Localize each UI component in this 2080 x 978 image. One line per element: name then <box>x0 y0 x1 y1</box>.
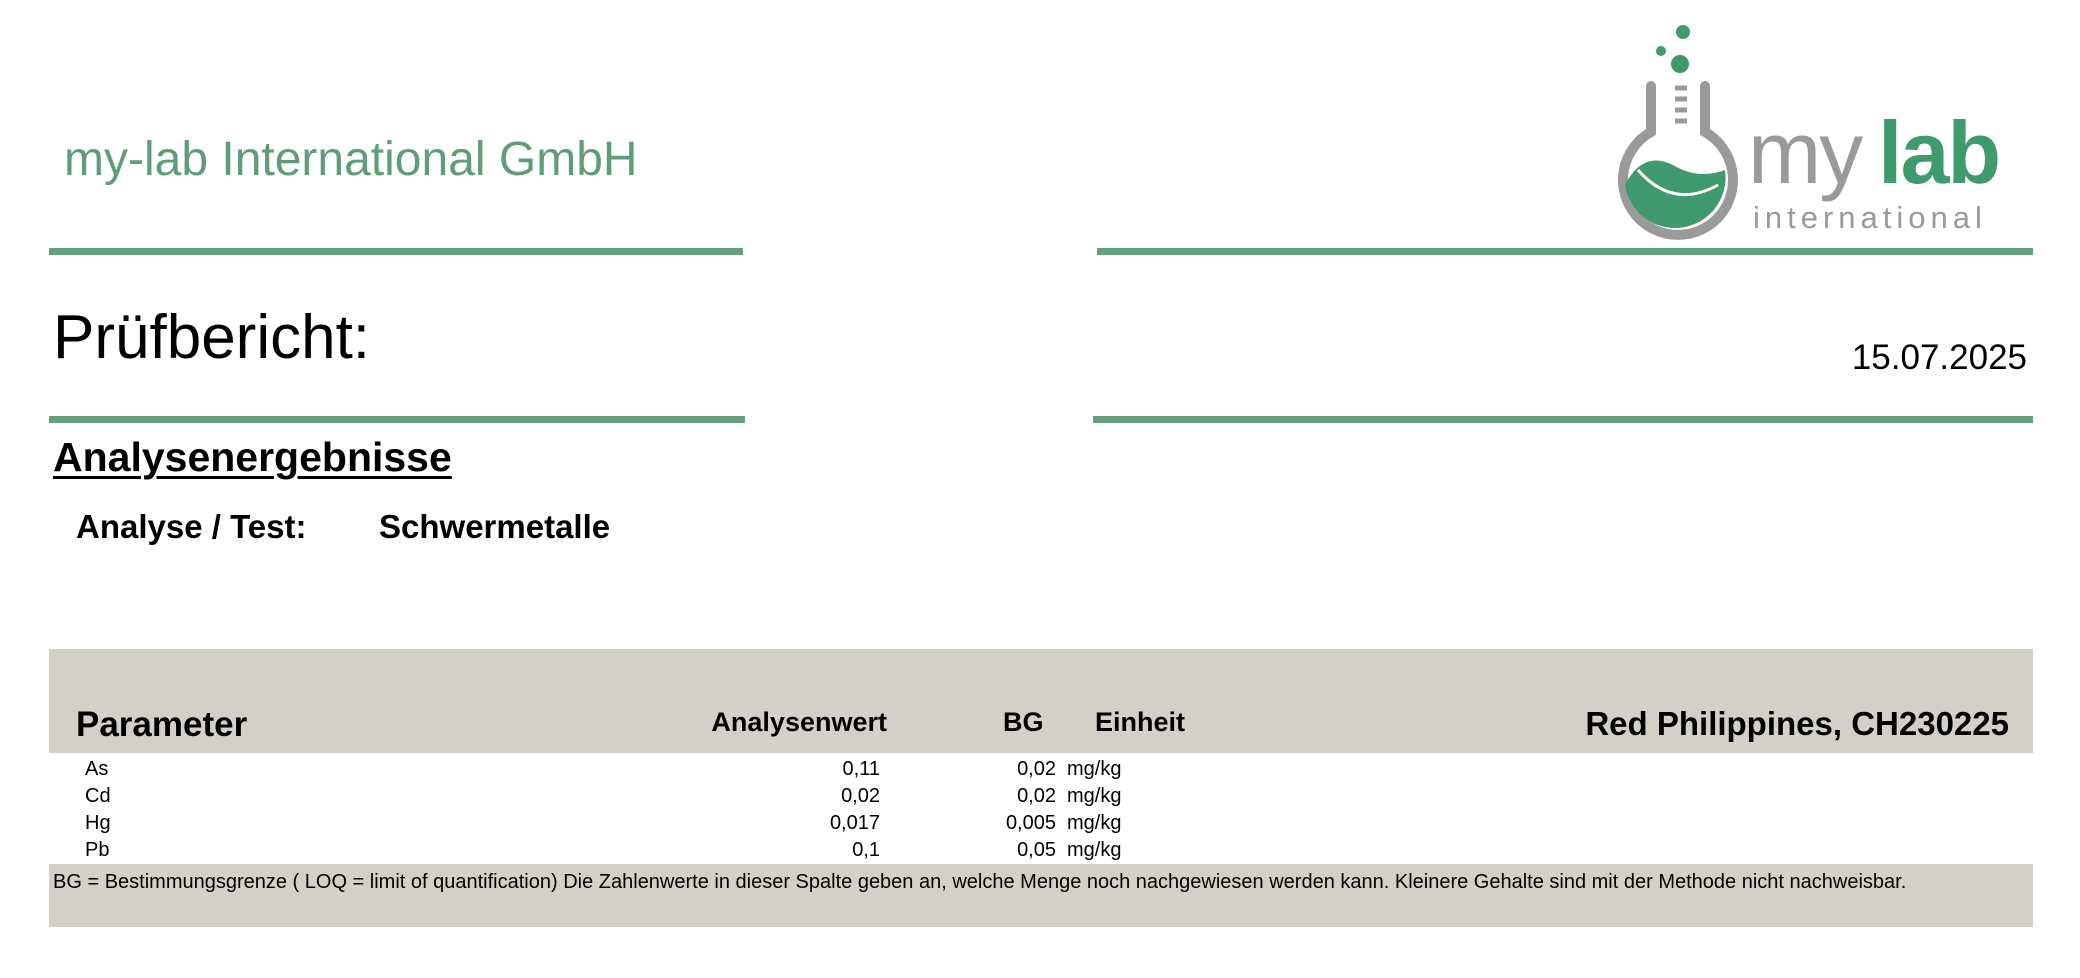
cell-value: 0,02 <box>841 785 880 807</box>
header-value: Analysenwert <box>711 707 887 737</box>
logo-text-lab: lab <box>1878 103 2001 202</box>
cell-unit: mg/kg <box>1067 785 1122 807</box>
table-row: Hg 0,017 0,005 mg/kg <box>0 812 2080 839</box>
mylab-logo: my lab international <box>1613 20 2013 245</box>
company-name: my-lab International GmbH <box>64 133 638 186</box>
logo-text-my: my <box>1748 103 1863 202</box>
cell-unit: mg/kg <box>1067 812 1122 834</box>
section-heading: Analysenergebnisse <box>53 434 452 480</box>
cell-unit: mg/kg <box>1067 758 1122 780</box>
table-row: Cd 0,02 0,02 mg/kg <box>0 785 2080 812</box>
table-header: Parameter Analysenwert BG Einheit Red Ph… <box>49 649 2033 753</box>
divider-top-right <box>1097 248 2033 255</box>
cell-parameter: Cd <box>85 785 111 807</box>
table-row: As 0,11 0,02 mg/kg <box>0 758 2080 785</box>
report-date: 15.07.2025 <box>1851 338 2027 377</box>
cell-unit: mg/kg <box>1067 839 1122 861</box>
cell-value: 0,11 <box>842 758 880 780</box>
cell-bg: 0,02 <box>1017 785 1056 807</box>
logo-text-international: international <box>1753 200 1987 235</box>
header-parameter: Parameter <box>76 705 248 744</box>
flask-leaf-icon <box>1618 25 1738 240</box>
cell-value: 0,017 <box>829 812 880 834</box>
divider-mid-right <box>1093 416 2033 423</box>
cell-bg: 0,02 <box>1017 758 1056 780</box>
cell-bg: 0,05 <box>1017 839 1056 861</box>
cell-value: 0,1 <box>852 839 880 861</box>
footnote: BG = Bestimmungsgrenze ( LOQ = limit of … <box>53 871 1907 893</box>
cell-parameter: As <box>85 758 109 780</box>
analysis-label: Analyse / Test: <box>76 508 307 545</box>
table-row: Pb 0,1 0,05 mg/kg <box>0 839 2080 866</box>
footnote-box <box>49 864 2033 927</box>
divider-mid-left <box>49 416 745 423</box>
header-bg: BG <box>1003 707 1044 737</box>
header-sample: Red Philippines, CH230225 <box>1585 705 2009 742</box>
divider-top-left <box>49 248 743 255</box>
page-title: Prüfbericht: <box>53 303 371 372</box>
cell-parameter: Hg <box>85 812 111 834</box>
cell-bg: 0,005 <box>1005 812 1056 834</box>
cell-parameter: Pb <box>85 839 110 861</box>
header-unit: Einheit <box>1095 707 1186 737</box>
analysis-value: Schwermetalle <box>379 508 611 545</box>
